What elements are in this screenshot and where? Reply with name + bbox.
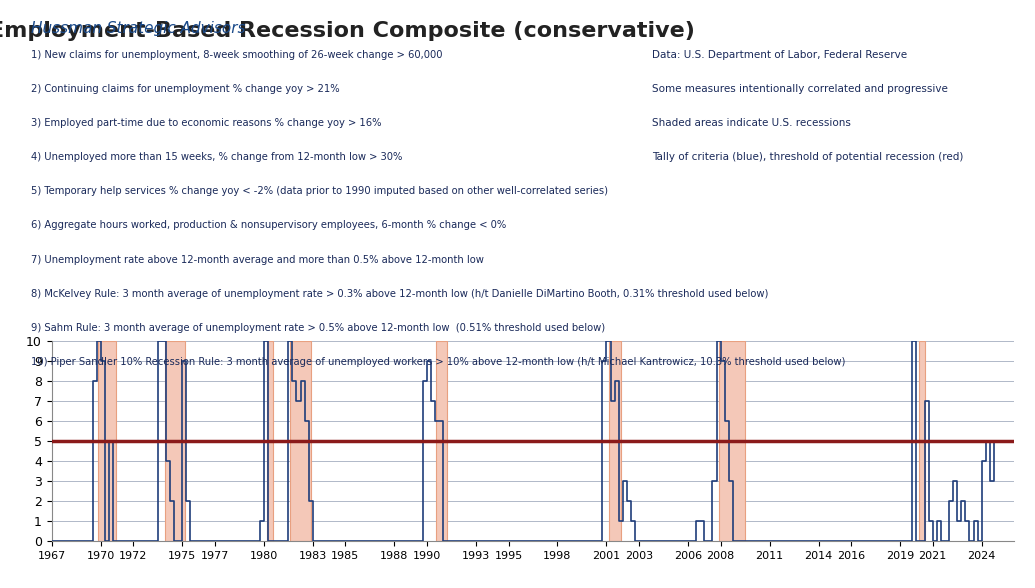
Text: 1) New claims for unemployment, 8-week smoothing of 26-week change > 60,000: 1) New claims for unemployment, 8-week s… [31, 50, 443, 60]
Bar [919, 341, 924, 541]
Bar [98, 341, 116, 541]
Text: 9) Sahm Rule: 3 month average of unemployment rate > 0.5% above 12-month low  (0: 9) Sahm Rule: 3 month average of unemplo… [31, 323, 605, 333]
Bar [267, 341, 273, 541]
Text: 8) McKelvey Rule: 3 month average of unemployment rate > 0.3% above 12-month low: 8) McKelvey Rule: 3 month average of une… [31, 289, 768, 299]
Text: 7) Unemployment rate above 12-month average and more than 0.5% above 12-month lo: 7) Unemployment rate above 12-month aver… [31, 255, 484, 265]
Text: Employment-Based Recession Composite (conservative): Employment-Based Recession Composite (co… [0, 21, 694, 41]
Bar [719, 341, 745, 541]
Text: 4) Unemployed more than 15 weeks, % change from 12-month low > 30%: 4) Unemployed more than 15 weeks, % chan… [31, 152, 403, 162]
Text: Hussman Strategic Advisors: Hussman Strategic Advisors [31, 21, 245, 36]
Bar [610, 341, 621, 541]
Text: Tally of criteria (blue), threshold of potential recession (red): Tally of criteria (blue), threshold of p… [652, 152, 964, 162]
Text: 5) Temporary help services % change yoy < -2% (data prior to 1990 imputed based : 5) Temporary help services % change yoy … [31, 186, 608, 196]
Text: 3) Employed part-time due to economic reasons % change yoy > 16%: 3) Employed part-time due to economic re… [31, 118, 382, 128]
Text: Some measures intentionally correlated and progressive: Some measures intentionally correlated a… [652, 84, 948, 94]
Bar [165, 341, 185, 541]
Bar [290, 341, 312, 541]
Text: 2) Continuing claims for unemployment % change yoy > 21%: 2) Continuing claims for unemployment % … [31, 84, 339, 94]
Text: Shaded areas indicate U.S. recessions: Shaded areas indicate U.S. recessions [652, 118, 851, 128]
Text: Data: U.S. Department of Labor, Federal Reserve: Data: U.S. Department of Labor, Federal … [652, 50, 907, 60]
Text: 6) Aggregate hours worked, production & nonsupervisory employees, 6-month % chan: 6) Aggregate hours worked, production & … [31, 220, 506, 230]
Bar [437, 341, 447, 541]
Text: 10) Piper Sandler 10% Recession Rule: 3 month average of unemployed workers > 10: 10) Piper Sandler 10% Recession Rule: 3 … [31, 357, 846, 367]
